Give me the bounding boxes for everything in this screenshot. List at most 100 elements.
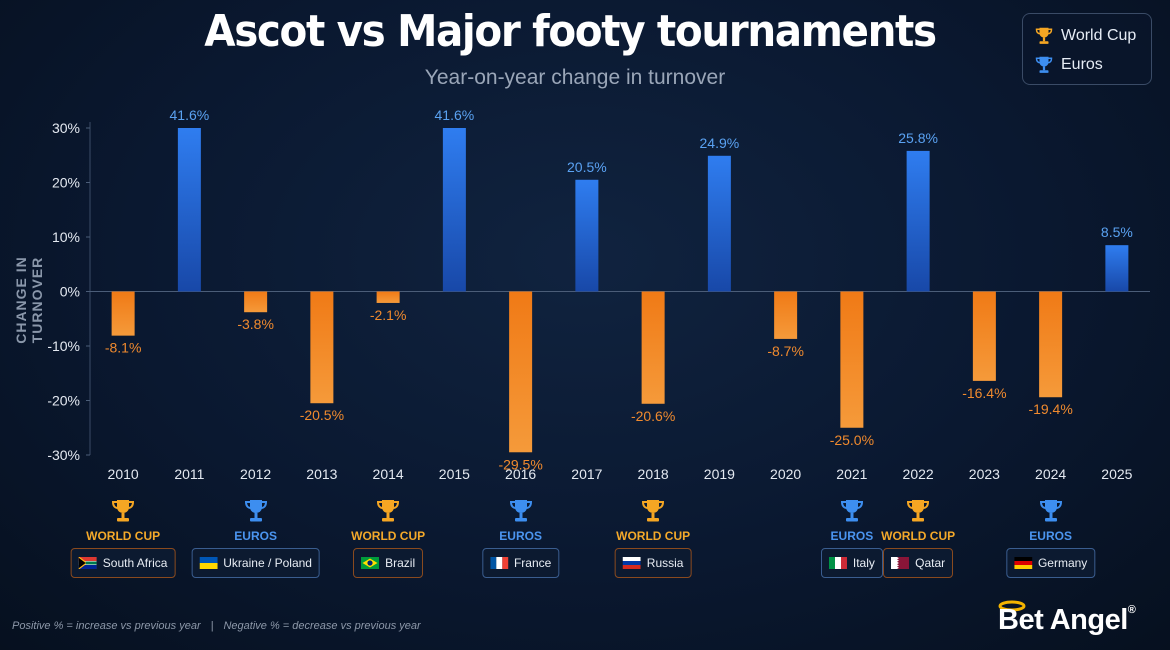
host-country: South Africa	[102, 556, 168, 570]
host-badge-ru: Russia	[614, 548, 692, 578]
host-badge-it: Italy	[820, 548, 883, 578]
host-badge-qa: Qatar	[883, 548, 954, 578]
y-tick-label: 30%	[52, 120, 80, 136]
footnote-negative: Negative % = decrease vs previous year	[223, 620, 421, 632]
tournament-marker-2014: WORLD CUP	[340, 498, 436, 543]
bar	[1105, 245, 1129, 292]
x-tick-label: 2018	[638, 466, 669, 482]
brand-logo: Bet Angel®	[998, 600, 1158, 642]
trophy-icon	[509, 500, 532, 522]
x-tick-label: 2016	[505, 466, 536, 482]
x-tick-label: 2012	[240, 466, 271, 482]
chart-subtitle: Year-on-year change in turnover	[424, 66, 726, 89]
bar	[376, 291, 400, 303]
trophy-icon	[1035, 27, 1053, 44]
x-tick-label: 2015	[439, 466, 470, 482]
data-label: -20.6%	[631, 408, 675, 424]
bar	[774, 291, 798, 339]
host-badge-fr: France	[481, 548, 560, 578]
flag-za-icon	[78, 557, 97, 569]
x-tick-label: 2021	[836, 466, 867, 482]
bar	[310, 291, 334, 404]
data-label: -29.5%	[498, 456, 542, 472]
trophy-icon	[1039, 500, 1062, 522]
tournament-label: EUROS	[1029, 529, 1072, 543]
x-tick-label: 2019	[704, 466, 735, 482]
x-tick-label: 2020	[770, 466, 801, 482]
data-label: 41.6%	[170, 107, 210, 123]
bar	[906, 150, 930, 292]
host-country: France	[513, 556, 552, 570]
x-tick-label: 2023	[969, 466, 1000, 482]
data-label: -8.1%	[105, 340, 142, 356]
legend: World Cup Euros	[1022, 13, 1152, 85]
trophy-icon	[1035, 56, 1053, 73]
data-label: -25.0%	[830, 432, 874, 448]
bar	[442, 128, 466, 292]
flag-br-icon	[361, 557, 380, 569]
y-tick-label: -20%	[47, 393, 80, 409]
host-badge-za: South Africa	[70, 548, 176, 578]
host-badge-de: Germany	[1005, 548, 1096, 578]
data-label: 24.9%	[700, 135, 740, 151]
host-badge-ua: Ukraine / Poland	[191, 548, 320, 578]
flag-ua-icon	[199, 557, 218, 569]
tournament-marker-2022: WORLD CUP	[870, 498, 966, 543]
tournament-label: WORLD CUP	[86, 529, 161, 543]
x-tick-label: 2017	[571, 466, 602, 482]
legend-item-world-cup: World Cup	[1035, 24, 1136, 48]
flag-ru-icon	[622, 557, 641, 569]
bar	[177, 128, 201, 292]
trophy-icon	[112, 500, 135, 522]
data-label: -2.1%	[370, 307, 407, 323]
data-label: -16.4%	[962, 385, 1006, 401]
y-tick-label: -30%	[47, 447, 80, 463]
footnote-positive: Positive % = increase vs previous year	[12, 620, 201, 632]
data-label: 41.6%	[435, 107, 475, 123]
host-country: Ukraine / Poland	[223, 556, 312, 570]
data-label: 8.5%	[1101, 224, 1133, 240]
x-tick-label: 2024	[1035, 466, 1066, 482]
halo-icon	[998, 600, 1026, 612]
flag-de-icon	[1013, 557, 1032, 569]
x-tick-label: 2022	[903, 466, 934, 482]
legend-label-world-cup: World Cup	[1061, 27, 1137, 44]
data-label: -19.4%	[1028, 401, 1072, 417]
y-axis-title: CHANGE IN TURNOVER	[13, 256, 45, 344]
tournament-marker-2024: EUROS	[1003, 498, 1099, 543]
x-tick-label: 2013	[306, 466, 337, 482]
tournament-label: EUROS	[499, 529, 542, 543]
host-country: Italy	[852, 556, 875, 570]
y-tick-label: 20%	[52, 175, 80, 191]
trophy-icon	[907, 500, 930, 522]
bar	[575, 179, 599, 292]
host-country: Brazil	[385, 556, 416, 570]
trophy-icon	[642, 500, 665, 522]
flag-it-icon	[828, 557, 847, 569]
bar	[972, 291, 996, 381]
trophy-icon	[840, 500, 863, 522]
tournament-marker-2016: EUROS	[473, 498, 569, 543]
registered-mark: ®	[1127, 604, 1136, 616]
brand-name: Bet Angel	[998, 604, 1128, 636]
trophy-icon	[244, 500, 267, 522]
tournament-label: WORLD CUP	[616, 529, 691, 543]
bar	[840, 291, 864, 428]
host-country: Russia	[646, 556, 684, 570]
host-country: Qatar	[915, 556, 946, 570]
data-label: -8.7%	[767, 343, 804, 359]
host-country: Germany	[1037, 556, 1088, 570]
data-label: -20.5%	[300, 407, 344, 423]
flag-fr-icon	[489, 557, 508, 569]
flag-qa-icon	[891, 557, 910, 569]
tournament-label: WORLD CUP	[881, 529, 956, 543]
bar	[1039, 291, 1063, 398]
tournament-label: WORLD CUP	[351, 529, 426, 543]
trophy-icon	[377, 500, 400, 522]
bar	[244, 291, 268, 313]
data-label: -3.8%	[237, 316, 274, 332]
tournament-marker-2012: EUROS	[208, 498, 304, 543]
y-tick-label: 0%	[60, 284, 80, 300]
bar	[707, 155, 731, 292]
bar	[641, 291, 665, 404]
